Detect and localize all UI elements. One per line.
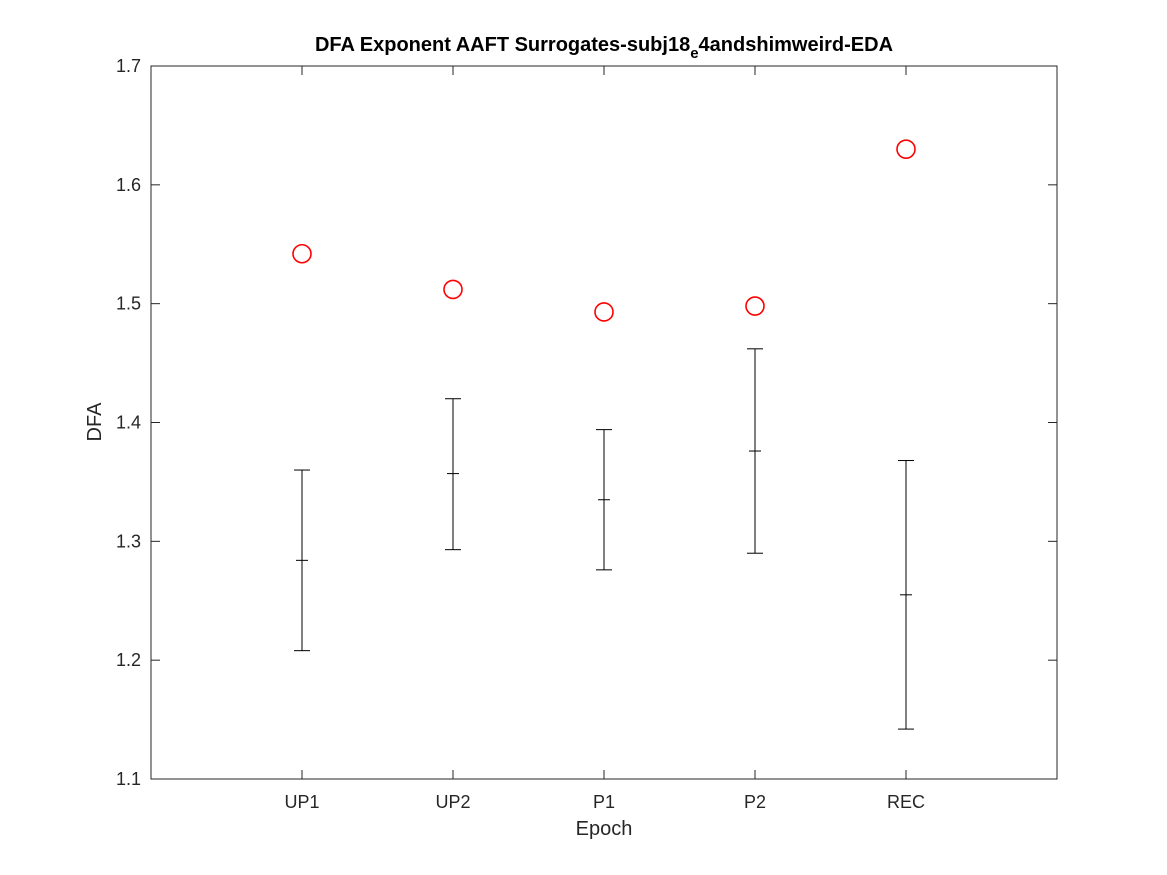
y-tick-label-0: 1.1 xyxy=(116,769,141,789)
error-bar-1 xyxy=(445,398,461,551)
y-axis-label: DFA xyxy=(84,402,106,442)
x-axis-label: Epoch xyxy=(576,818,633,840)
data-point-circle-3 xyxy=(745,296,765,316)
data-point-circle-0 xyxy=(292,243,312,264)
x-tick-label-1: UP2 xyxy=(435,792,470,812)
error-bar-0 xyxy=(294,469,310,652)
y-tick-label-3: 1.4 xyxy=(116,413,141,433)
data-point-circle-2 xyxy=(594,302,614,322)
chart-ticks: 1.1 1.2 1.3 1.4 1.5 1.6 1.7 UP1 UP2 P1 P2 REC xyxy=(116,56,1057,812)
x-tick-label-2: P1 xyxy=(593,792,615,812)
x-tick-label-3: P2 xyxy=(744,792,766,812)
chart-title-main: DFA Exponent AAFT Surrogates-subj18 xyxy=(315,34,690,56)
y-tick-label-2: 1.3 xyxy=(116,531,141,551)
x-tick-label-4: REC xyxy=(887,792,925,812)
x-tick-label-0: UP1 xyxy=(284,792,319,812)
data-point-circle-4 xyxy=(896,139,916,159)
chart-title-subscript: e xyxy=(690,45,698,62)
y-tick-label-5: 1.6 xyxy=(116,175,141,195)
error-bar-4 xyxy=(898,460,914,730)
plot-area-frame xyxy=(150,65,1058,780)
y-tick-label-4: 1.5 xyxy=(116,294,141,314)
chart-marks xyxy=(292,139,916,730)
error-bar-3 xyxy=(747,348,763,554)
chart-title-rest: 4andshimweird-EDA xyxy=(699,34,893,56)
y-tick-label-6: 1.7 xyxy=(116,56,141,76)
y-tick-label-1: 1.2 xyxy=(116,650,141,670)
error-bar-2 xyxy=(596,429,612,571)
chart-title: DFA Exponent AAFT Surrogates-subj18e4and… xyxy=(315,34,893,62)
data-point-circle-1 xyxy=(443,279,463,300)
